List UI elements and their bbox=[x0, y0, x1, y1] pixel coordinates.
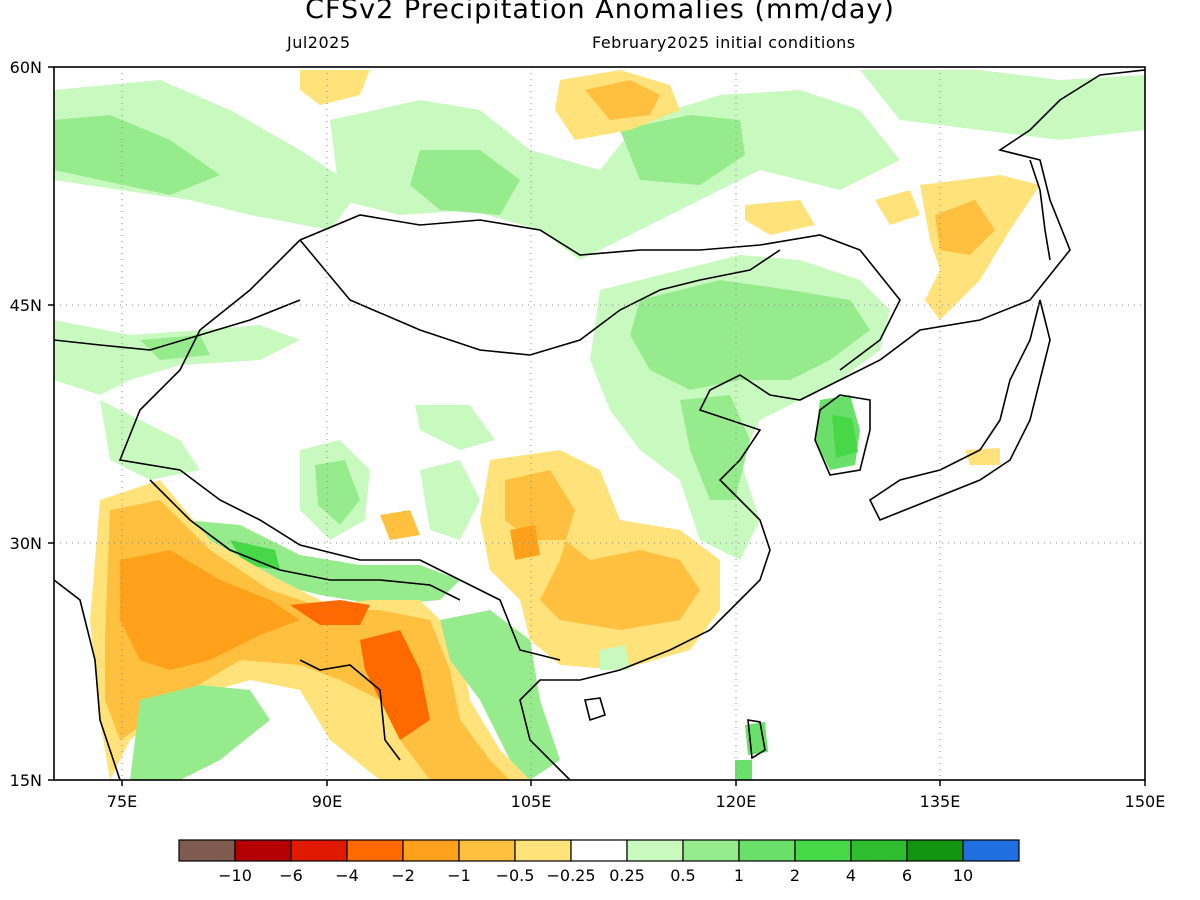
anomaly-region-dry-manchuria bbox=[920, 175, 1040, 320]
colorbar-swatch-11 bbox=[794, 839, 852, 862]
colorbar-swatch-2 bbox=[290, 839, 348, 862]
colorbar-swatch-13 bbox=[906, 839, 964, 862]
anomaly-region-dry-west-siberia bbox=[300, 70, 370, 105]
anomaly-region-dry-manchuria-core bbox=[935, 200, 995, 255]
coastline-china-east bbox=[519, 69, 1145, 780]
map-frame bbox=[53, 66, 1146, 781]
colorbar-swatch-4 bbox=[402, 839, 460, 862]
coastline-japan bbox=[868, 299, 1051, 522]
anomaly-region-tibet-north-core bbox=[315, 460, 360, 525]
coastline-hainan bbox=[584, 697, 606, 722]
border-china-north bbox=[118, 214, 901, 661]
y-tick-15n: 15N bbox=[10, 771, 42, 790]
coastline-taiwan bbox=[747, 719, 766, 760]
colorbar-swatch-1 bbox=[234, 839, 292, 862]
border-mongolia bbox=[299, 239, 781, 356]
anomaly-region-kazakh-core bbox=[140, 335, 210, 360]
anomaly-region-siberia-west-core bbox=[54, 115, 220, 195]
colorbar: −10 −6 −4 −2 −1 −0.5 −0.25 0.25 0.5 1 2 4 6 10 bbox=[178, 839, 1020, 885]
y-tick-60n: 60N bbox=[10, 58, 42, 77]
x-axis-labels: 75E 90E 105E 120E 135E 150E bbox=[107, 792, 1166, 811]
anomaly-region-qaidam bbox=[415, 405, 495, 450]
colorbar-label-2: −4 bbox=[335, 866, 359, 885]
anomaly-region-himalaya bbox=[185, 520, 460, 605]
colorbar-swatch-8 bbox=[626, 839, 684, 862]
anomaly-region-dry-amur bbox=[875, 190, 920, 225]
anomaly-region-tibet-dry bbox=[380, 510, 420, 540]
anomaly-region-siberia-west bbox=[54, 80, 360, 230]
anomaly-region-south-china-dry-core bbox=[505, 470, 700, 630]
anomaly-region-siberia-central bbox=[330, 90, 900, 260]
anomaly-region-hainan-wet bbox=[735, 760, 752, 780]
forecast-month: Jul2025 bbox=[287, 33, 351, 52]
x-tick-135e: 135E bbox=[920, 792, 961, 811]
colorbar-swatch-12 bbox=[850, 839, 908, 862]
coastlines-borders bbox=[54, 69, 1145, 780]
anomaly-region-himalaya-core bbox=[230, 540, 280, 570]
anomaly-region-korea-core bbox=[832, 415, 858, 458]
colorbar-swatch-7 bbox=[570, 839, 628, 862]
colorbar-swatch-9 bbox=[682, 839, 740, 862]
tick-marks bbox=[48, 66, 1146, 786]
x-tick-150e: 150E bbox=[1125, 792, 1166, 811]
border-kazakh bbox=[54, 299, 301, 351]
anomaly-region-sichuan-core bbox=[510, 525, 540, 560]
coastline-sakhalin bbox=[1029, 159, 1051, 261]
colorbar-swatch-0 bbox=[178, 839, 236, 862]
colorbar-swatch-5 bbox=[458, 839, 516, 862]
colorbar-label-3: −2 bbox=[391, 866, 415, 885]
colorbar-label-1: −6 bbox=[279, 866, 303, 885]
colorbar-label-4: −1 bbox=[447, 866, 471, 885]
x-tick-90e: 90E bbox=[312, 792, 342, 811]
colorbar-label-0: −10 bbox=[218, 866, 252, 885]
anomaly-region-kamchatka-dry bbox=[965, 448, 1000, 465]
anomaly-fields bbox=[54, 70, 1145, 780]
x-tick-75e: 75E bbox=[107, 792, 137, 811]
anomaly-region-india-dry-core bbox=[120, 550, 300, 670]
colorbar-label-12: 6 bbox=[902, 866, 912, 885]
grid-lines bbox=[54, 67, 1145, 780]
map-title: CFSv2 Precipitation Anomalies (mm/day) bbox=[305, 0, 895, 25]
colorbar-label-9: 1 bbox=[734, 866, 744, 885]
colorbar-swatch-10 bbox=[738, 839, 796, 862]
anomaly-region-siberia-central-core bbox=[410, 150, 520, 215]
anomaly-region-baikal-east bbox=[620, 115, 745, 185]
anomaly-region-india-south-wet bbox=[130, 685, 270, 780]
colorbar-label-13: 10 bbox=[953, 866, 973, 885]
y-tick-30n: 30N bbox=[10, 534, 42, 553]
anomaly-region-south-china-wet-spot bbox=[600, 645, 630, 670]
colorbar-swatch-14 bbox=[962, 839, 1020, 862]
colorbar-label-6: −0.25 bbox=[546, 866, 595, 885]
x-tick-105e: 105E bbox=[511, 792, 552, 811]
colorbar-label-7: 0.25 bbox=[609, 866, 645, 885]
coastline-india bbox=[54, 579, 401, 780]
colorbar-label-11: 4 bbox=[846, 866, 856, 885]
anomaly-region-bangladesh bbox=[290, 600, 370, 625]
colorbar-label-8: 0.5 bbox=[670, 866, 695, 885]
anomaly-region-dry-mongolia-east bbox=[745, 200, 815, 235]
colorbar-label-10: 2 bbox=[790, 866, 800, 885]
anomaly-region-central-asia bbox=[100, 400, 200, 480]
colorbar-swatch-3 bbox=[346, 839, 404, 862]
y-tick-45n: 45N bbox=[10, 296, 42, 315]
anomaly-region-northeast-china-core bbox=[630, 280, 870, 390]
anomaly-region-dry-north-core bbox=[585, 80, 660, 120]
colorbar-label-5: −0.5 bbox=[496, 866, 535, 885]
anomaly-region-siberia-east bbox=[860, 70, 1145, 140]
border-himalaya bbox=[149, 479, 461, 601]
coastline-korea bbox=[814, 394, 871, 476]
colorbar-swatch-6 bbox=[514, 839, 572, 862]
anomaly-region-myanmar-dry-core bbox=[360, 630, 430, 740]
anomaly-region-tibet-east bbox=[420, 460, 480, 540]
initial-conditions-note: February2025 initial conditions bbox=[592, 33, 856, 52]
y-axis-labels: 60N 45N 30N 15N bbox=[10, 58, 42, 790]
x-tick-120e: 120E bbox=[716, 792, 757, 811]
